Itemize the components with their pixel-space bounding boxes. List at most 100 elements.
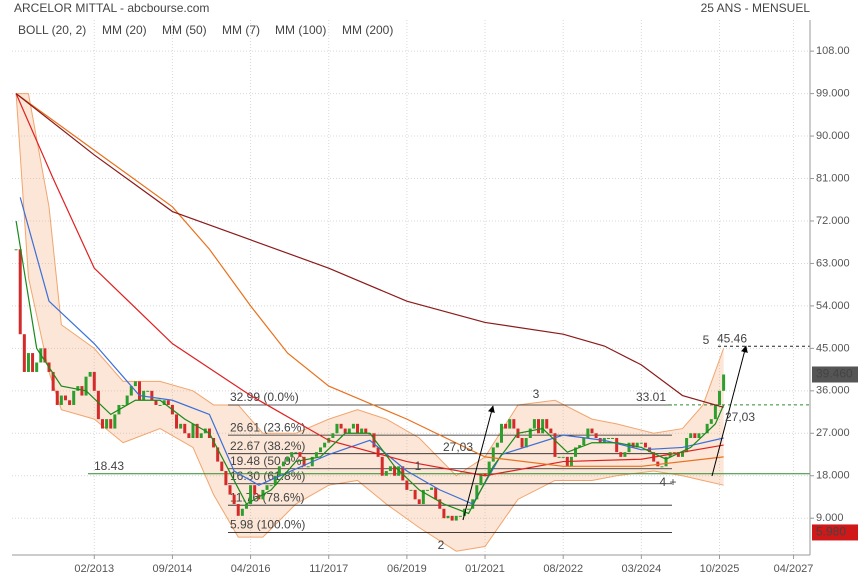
y-tick-label: 18.000 bbox=[816, 470, 850, 482]
candle bbox=[611, 437, 615, 439]
candle bbox=[693, 433, 697, 438]
y-tick-label: 108.00 bbox=[816, 45, 850, 57]
candle bbox=[88, 371, 92, 377]
candle bbox=[479, 473, 483, 486]
y-tick-label: 9.000 bbox=[816, 512, 844, 524]
candle bbox=[154, 400, 158, 405]
level-label: 18.43 bbox=[94, 459, 124, 473]
candle bbox=[166, 400, 170, 405]
candle bbox=[331, 433, 335, 438]
candle bbox=[578, 445, 582, 448]
candle bbox=[393, 466, 397, 476]
candle bbox=[14, 249, 18, 251]
fib-label: 22.67 (38.2%) bbox=[230, 439, 305, 453]
y-tick-label: 90.000 bbox=[816, 130, 850, 142]
candle bbox=[697, 433, 701, 438]
candle bbox=[619, 452, 623, 457]
candle bbox=[343, 428, 347, 434]
candle bbox=[483, 473, 487, 476]
candle bbox=[187, 433, 191, 438]
candle bbox=[643, 442, 647, 448]
candle bbox=[438, 499, 442, 509]
moving-average bbox=[15, 220, 725, 515]
candle bbox=[302, 456, 306, 467]
candle bbox=[191, 423, 195, 438]
candle bbox=[63, 395, 67, 401]
candle bbox=[520, 437, 524, 448]
legend-entry: MM (7) bbox=[222, 23, 260, 37]
candle bbox=[660, 466, 664, 468]
level-label: 45.46 bbox=[717, 331, 747, 345]
candle bbox=[335, 423, 339, 434]
legend-entry: MM (200) bbox=[342, 23, 393, 37]
candle bbox=[388, 466, 392, 472]
x-tick-label: 01/2021 bbox=[465, 563, 505, 575]
candle bbox=[553, 433, 557, 457]
candle bbox=[273, 475, 277, 486]
candle bbox=[339, 423, 343, 429]
candle bbox=[319, 447, 323, 453]
arrow bbox=[711, 345, 748, 477]
x-tick-label: 08/2022 bbox=[543, 563, 583, 575]
candle bbox=[294, 452, 298, 454]
candle bbox=[133, 381, 137, 387]
moving-average bbox=[19, 197, 724, 505]
x-tick-label: 03/2024 bbox=[621, 563, 661, 575]
candle bbox=[286, 456, 290, 462]
candle bbox=[541, 419, 545, 434]
candle bbox=[43, 348, 47, 363]
legend-entry: MM (20) bbox=[102, 23, 147, 37]
moving-average bbox=[15, 93, 724, 477]
candle bbox=[195, 423, 199, 438]
candle bbox=[528, 428, 532, 438]
candle bbox=[76, 386, 80, 391]
candle bbox=[586, 428, 590, 438]
candle bbox=[590, 428, 594, 434]
candle bbox=[574, 447, 578, 457]
candle bbox=[524, 437, 528, 448]
candle bbox=[360, 428, 364, 434]
candle bbox=[51, 371, 55, 391]
candle bbox=[561, 456, 565, 458]
candle bbox=[384, 471, 388, 476]
candle bbox=[718, 390, 722, 405]
candle bbox=[150, 390, 154, 401]
candle bbox=[430, 487, 434, 490]
candle bbox=[55, 390, 59, 405]
candle bbox=[504, 423, 508, 429]
legend-entry: MM (100) bbox=[275, 23, 326, 37]
candle bbox=[606, 437, 610, 439]
level-label: 33.01 bbox=[636, 390, 666, 404]
candle bbox=[545, 419, 549, 429]
candle bbox=[689, 433, 693, 438]
candle bbox=[158, 404, 162, 406]
annotation: 2 bbox=[438, 538, 445, 552]
x-tick-label: 10/2025 bbox=[700, 563, 740, 575]
candle bbox=[18, 249, 22, 335]
candle bbox=[442, 508, 446, 519]
candle bbox=[627, 442, 631, 453]
y-tick-label: 72.000 bbox=[816, 215, 850, 227]
plot-area bbox=[12, 20, 810, 555]
candle bbox=[59, 395, 63, 405]
candle bbox=[475, 485, 479, 500]
candle bbox=[450, 515, 454, 521]
candle bbox=[376, 447, 380, 457]
candle bbox=[495, 442, 499, 448]
candle bbox=[635, 442, 639, 448]
annotation: 27,03 bbox=[443, 440, 473, 454]
candle bbox=[92, 371, 96, 391]
bollinger-upper bbox=[16, 93, 725, 477]
candle bbox=[220, 461, 224, 472]
candle bbox=[22, 334, 26, 372]
bollinger-lower bbox=[15, 93, 724, 552]
candle bbox=[314, 452, 318, 457]
candle bbox=[162, 400, 166, 405]
candle bbox=[26, 353, 30, 372]
candle bbox=[532, 419, 536, 429]
x-tick-label: 04/2016 bbox=[231, 563, 271, 575]
candle bbox=[68, 400, 72, 405]
price-marker bbox=[812, 524, 858, 541]
candle bbox=[113, 414, 117, 429]
candle bbox=[409, 489, 413, 491]
